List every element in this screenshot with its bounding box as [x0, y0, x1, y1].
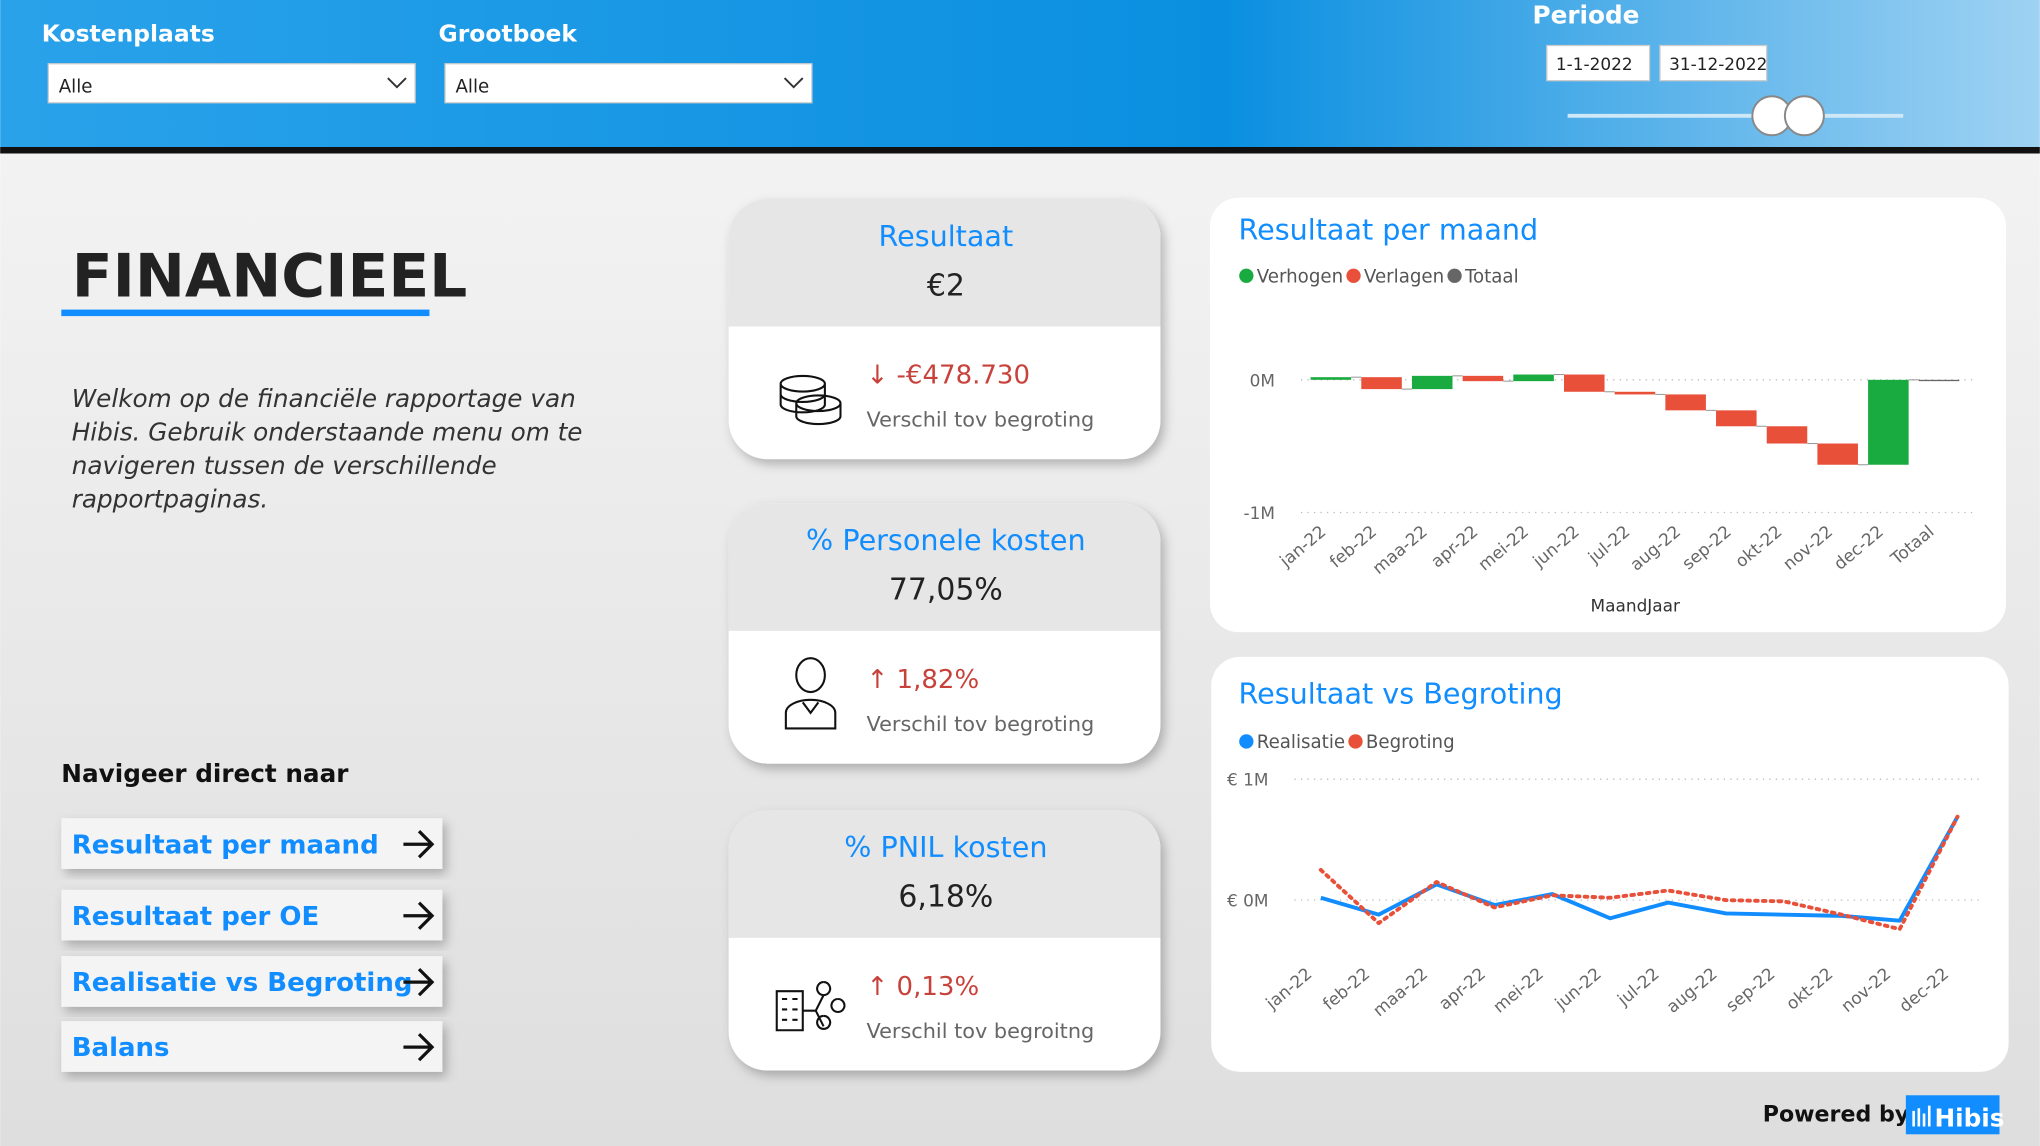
nav-heading: Navigeer direct naar [61, 759, 349, 788]
button-label: Balans [72, 1033, 170, 1063]
bar [1918, 379, 1960, 382]
kpi-card-header [728, 199, 1161, 327]
filter-label: Kostenplaats [42, 20, 215, 48]
bar [1665, 394, 1706, 411]
powered-by: Powered by [1763, 1101, 1910, 1127]
line-series [1318, 814, 1960, 932]
chart-panel [1211, 656, 2009, 1072]
kpi-delta: ↑ 1,82% [867, 665, 980, 695]
kpi-card-header [728, 503, 1161, 631]
chevron [783, 77, 804, 89]
dropdown[interactable] [47, 63, 416, 104]
legend-label: Verhogen [1257, 266, 1343, 287]
nav-button[interactable]: Balans [61, 1021, 443, 1072]
legend-dot [1447, 268, 1462, 283]
date-input[interactable] [1546, 44, 1651, 82]
title-underline [61, 309, 430, 317]
bar [1411, 375, 1453, 390]
chart-title: Resultaat vs Begroting [1239, 677, 1563, 711]
button-label: Realisatie vs Begroting [72, 968, 413, 998]
bar [1310, 377, 1352, 380]
legend-label: Totaal [1464, 266, 1519, 287]
bar [1817, 443, 1858, 465]
kpi-value: 77,05% [889, 573, 1003, 608]
button-bg[interactable] [61, 1021, 443, 1072]
date-start: 1-1-2022 [1556, 54, 1633, 74]
bar [1462, 375, 1504, 382]
y-tick-label: € 0M [1227, 891, 1268, 911]
logo-icon [1912, 1105, 1931, 1127]
filter-label: Grootboek [439, 20, 579, 48]
arrow-icon [403, 967, 435, 997]
chart-panel [1209, 197, 2007, 633]
kpi-note: Verschil tov begroting [867, 408, 1095, 432]
legend-dot [1239, 268, 1254, 283]
y-tick-label: € 1M [1227, 770, 1268, 790]
bar [1766, 426, 1808, 444]
intro: Welkom op de financiële rapportage van Hi… [72, 384, 583, 513]
bar [1513, 374, 1554, 382]
kpi-title: % Personele kosten [806, 523, 1086, 557]
legend-label: Begroting [1366, 732, 1455, 753]
kpi-value: €2 [927, 268, 965, 303]
period-label: Periode [1533, 0, 1640, 29]
kpi-icon [779, 374, 842, 426]
nav-button[interactable]: Resultaat per maand [61, 818, 443, 869]
kpi-cards: Resultaat €2 ↓ -€478.730 Verschil tov begro… [728, 199, 1161, 1071]
button-label: Resultaat per OE [72, 902, 320, 932]
bar [1361, 377, 1402, 390]
button-bg[interactable] [61, 889, 443, 941]
kpi-delta: ↑ 0,13% [867, 972, 980, 1002]
kpi-note: Verschil tov begroitng [867, 1019, 1095, 1043]
kpi-title: Resultaat [879, 219, 1014, 253]
kpi-note: Verschil tov begroting [867, 712, 1095, 736]
date-input[interactable] [1659, 44, 1768, 82]
intro-line: Welkom op de financiële rapportage van [72, 384, 576, 413]
logo-box [1905, 1095, 2000, 1135]
nav: Resultaat per maand Resultaat per OE Reali… [61, 818, 443, 1072]
bar [1563, 374, 1605, 392]
button-bg[interactable] [61, 956, 443, 1007]
kpi-delta: ↓ -€478.730 [867, 361, 1031, 391]
bar [1868, 379, 1909, 465]
y-tick-label: 0M [1250, 370, 1275, 390]
slider-handle[interactable] [1783, 95, 1825, 137]
kpi-value: 6,18% [898, 880, 993, 915]
arrow-icon [403, 901, 435, 930]
logo-text: Hibis [1934, 1103, 2004, 1132]
kpi-title: % PNIL kosten [844, 830, 1047, 864]
chevron [387, 77, 407, 89]
button-bg[interactable] [61, 818, 443, 869]
kpi-icon [784, 657, 837, 730]
legend-dot [1239, 734, 1254, 749]
nav-button[interactable]: Resultaat per OE [61, 889, 443, 941]
page-title: FINANCIEEL [72, 242, 468, 312]
y-tick-label: -1M [1244, 503, 1275, 523]
dropdown-value: Alle [59, 76, 93, 97]
bar [1614, 391, 1656, 395]
header-border [0, 146, 2040, 154]
bar [1716, 410, 1757, 427]
nav-button[interactable]: Realisatie vs Begroting [61, 956, 443, 1007]
arrow-icon [403, 830, 435, 859]
kpi-icon [775, 981, 846, 1032]
x-axis-label: MaandJaar [1591, 595, 1680, 615]
legend-label: Realisatie [1257, 732, 1345, 753]
legend-dot [1346, 268, 1361, 283]
legend-label: Verlagen [1364, 266, 1444, 287]
kpi-card-header [728, 810, 1161, 938]
intro-line: navigeren tussen de verschillende [72, 451, 497, 480]
intro-line: rapportpaginas. [72, 484, 269, 513]
button-label: Resultaat per maand [72, 830, 379, 860]
legend-dot [1348, 734, 1363, 749]
dropdown[interactable] [444, 63, 813, 104]
chart-title: Resultaat per maand [1239, 212, 1539, 246]
dropdown-value: Alle [455, 76, 489, 97]
intro-line: Hibis. Gebruik onderstaande menu om te [72, 418, 583, 447]
date-end: 31-12-2022 [1669, 54, 1767, 74]
arrow-icon [403, 1032, 435, 1062]
